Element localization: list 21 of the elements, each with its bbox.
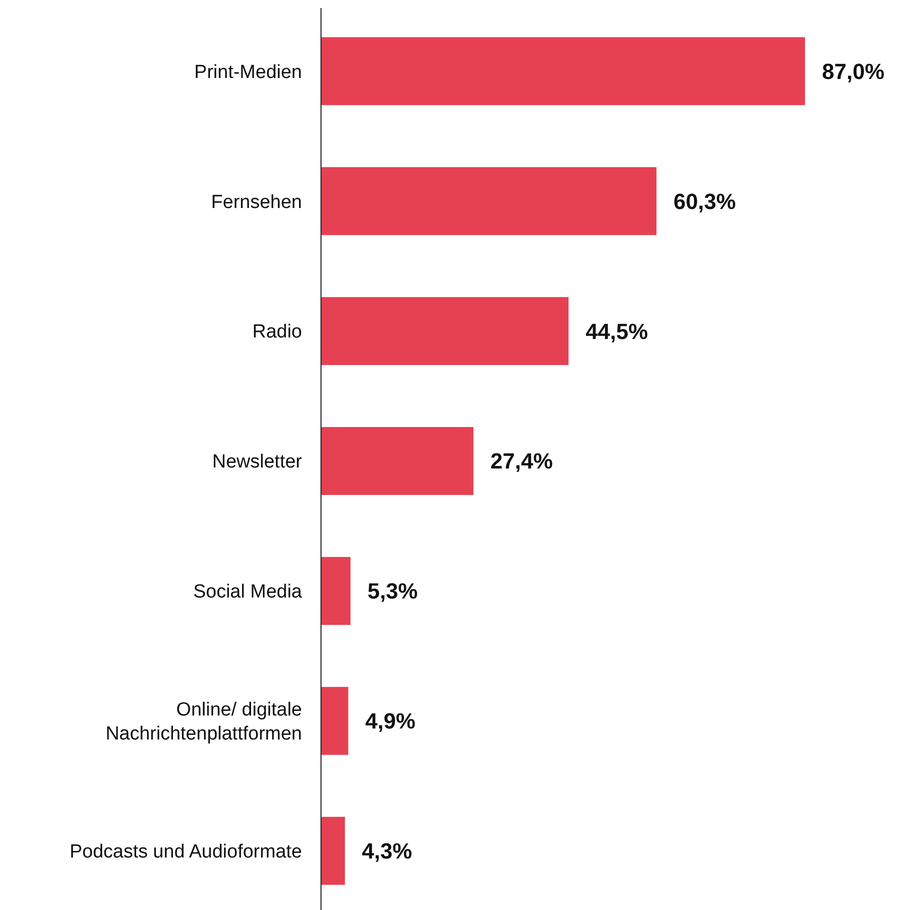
- bar: [321, 37, 805, 106]
- data-label: 44,5%: [586, 318, 648, 344]
- y-tick-label: Print-Medien: [194, 62, 302, 83]
- data-label: 4,9%: [365, 708, 416, 734]
- data-label: 4,3%: [362, 838, 412, 864]
- y-tick-label: Newsletter: [212, 452, 303, 473]
- bar: [321, 297, 569, 366]
- y-tick-label: Online/ digitale Nachrichtenplattformen: [106, 700, 302, 745]
- data-label: 27,4%: [490, 448, 553, 474]
- y-tick-label: Fernsehen: [211, 192, 302, 213]
- y-tick-label: Social Media: [193, 582, 302, 603]
- data-label: 5,3%: [367, 578, 418, 604]
- bar: [321, 167, 656, 236]
- bar: [321, 427, 474, 495]
- y-tick-label: Radio: [252, 322, 302, 343]
- data-label: 60,3%: [673, 188, 736, 214]
- bar: [321, 686, 348, 755]
- y-tick-label: Podcasts und Audioformate: [70, 841, 302, 862]
- data-label: 87,0%: [822, 58, 884, 84]
- bar: [321, 556, 350, 625]
- bar: [321, 816, 345, 885]
